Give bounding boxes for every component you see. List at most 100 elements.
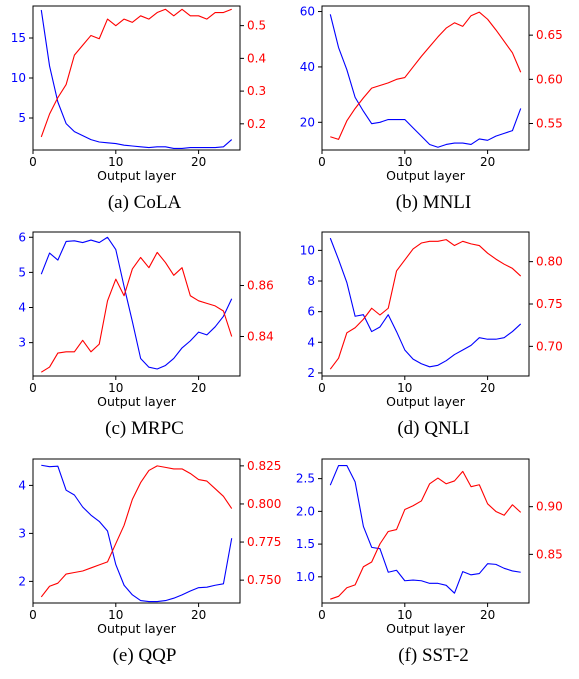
chart-svg: 0 10 20 Output layer 3 4 5 6 0.84 0.86 [18, 230, 274, 409]
x-tick-label: 20 [480, 608, 495, 622]
right-y-tick-label: 0.84 [247, 329, 274, 343]
left-y-tick-label: 10 [300, 243, 315, 257]
left-y-tick-label: 2 [18, 574, 26, 588]
x-tick-label: 20 [191, 155, 206, 169]
left-y-tick-label: 6 [18, 230, 26, 244]
chart-svg: 0 10 20 Output layer 2 3 4 0.750 0.775 0.800 0.825 [18, 458, 281, 636]
right-y-tick-label: 0.750 [247, 573, 281, 587]
right-y-tick-label: 0.86 [247, 279, 274, 293]
right-y-tick-label: 0.3 [247, 84, 266, 98]
plot-frame [321, 5, 530, 151]
left-axis-series-line [329, 14, 522, 148]
plot-frame [32, 5, 241, 151]
left-y-tick-label: 1.5 [296, 537, 315, 551]
x-tick-label: 0 [29, 608, 37, 622]
left-y-tick-label: 2.5 [296, 472, 315, 486]
x-tick-label: 10 [397, 381, 412, 395]
right-y-tick-label: 0.4 [247, 51, 266, 65]
panel-caption: (a) CoLA [107, 192, 182, 213]
x-tick-label: 20 [480, 381, 495, 395]
left-y-tick-label: 5 [18, 265, 26, 279]
panel-caption: (f) SST-2 [398, 645, 469, 666]
chart-svg: 0 10 20 Output layer 20 40 60 0.55 0.60 0.65 [300, 5, 563, 183]
left-y-tick-label: 20 [300, 115, 315, 129]
left-y-tick-label: 8 [307, 274, 315, 288]
x-tick-label: 10 [108, 608, 123, 622]
left-y-tick-label: 60 [300, 5, 315, 19]
x-tick-label: 20 [480, 155, 495, 169]
x-axis-label: Output layer [97, 621, 177, 636]
x-tick-label: 0 [29, 381, 37, 395]
x-tick-label: 0 [318, 155, 326, 169]
left-y-tick-label: 40 [300, 60, 315, 74]
x-axis-label: Output layer [386, 621, 466, 636]
x-tick-label: 0 [318, 381, 326, 395]
right-y-tick-label: 0.65 [536, 28, 563, 42]
panel-caption: (e) QQP [112, 645, 177, 666]
plot-frame [321, 458, 530, 604]
x-axis-label: Output layer [97, 394, 177, 409]
chart-panel-5: 0 10 20 Output layer 2 3 4 0.750 0.775 0.800 0.825… [0, 453, 289, 679]
left-y-tick-label: 15 [11, 31, 26, 45]
panel-caption: (d) QNLI [397, 418, 470, 439]
chart-panel-1: 0 10 20 Output layer 5 10 15 0.2 0.3 0.4 0.5 (a) Co… [0, 0, 289, 226]
right-axis-series-line [40, 465, 233, 598]
chart-panel-2: 0 10 20 Output layer 20 40 60 0.55 0.60 0.65 (b) M… [289, 0, 578, 226]
left-axis-series-line [329, 237, 522, 368]
x-tick-label: 20 [191, 608, 206, 622]
panel-caption: (c) MRPC [105, 418, 184, 439]
left-y-tick-label: 3 [18, 526, 26, 540]
x-tick-label: 10 [397, 608, 412, 622]
x-axis-label: Output layer [97, 168, 177, 183]
left-y-tick-label: 6 [307, 305, 315, 319]
left-axis-series-line [329, 465, 521, 594]
right-axis-series-line [329, 239, 522, 370]
x-tick-label: 10 [108, 155, 123, 169]
left-axis-series-line [40, 9, 233, 149]
left-y-tick-label: 4 [307, 335, 315, 349]
x-axis-label: Output layer [386, 394, 466, 409]
right-axis-series-line [330, 11, 522, 140]
right-axis-series-line [40, 251, 233, 373]
right-y-tick-label: 0.55 [536, 116, 563, 130]
right-y-tick-label: 0.5 [247, 19, 266, 33]
left-y-tick-label: 2 [307, 366, 315, 380]
x-tick-label: 20 [191, 381, 206, 395]
chart-svg: 0 10 20 Output layer 5 10 15 0.2 0.3 0.4 0.5 [11, 5, 266, 183]
left-y-tick-label: 4 [18, 478, 26, 492]
left-y-tick-label: 3 [18, 336, 26, 350]
right-y-tick-label: 0.85 [536, 547, 563, 561]
right-y-tick-label: 0.800 [247, 497, 281, 511]
chart-panel-6: 0 10 20 Output layer 1.0 1.5 2.0 2.5 0.85 0.90 (f)… [289, 453, 578, 679]
left-y-tick-label: 1.0 [296, 570, 315, 584]
chart-panel-3: 0 10 20 Output layer 3 4 5 6 0.84 0.86 (c) MRPC [0, 226, 289, 452]
left-y-tick-label: 5 [18, 111, 26, 125]
x-tick-label: 10 [397, 155, 412, 169]
chart-panel-4: 0 10 20 Output layer 2 4 6 8 10 0.70 0.75 0.80 (d) Q… [289, 226, 578, 452]
panel-caption: (b) MNLI [395, 192, 472, 213]
right-y-tick-label: 0.70 [536, 339, 563, 353]
x-tick-label: 0 [29, 155, 37, 169]
right-axis-series-line [40, 8, 232, 138]
left-axis-series-line [41, 464, 233, 603]
right-y-tick-label: 0.2 [247, 117, 266, 131]
chart-svg: 0 10 20 Output layer 2 4 6 8 10 0.70 0.75 0.80 [300, 231, 563, 409]
left-y-tick-label: 10 [11, 71, 26, 85]
plot-frame [32, 458, 241, 604]
chart-svg: 0 10 20 Output layer 1.0 1.5 2.0 2.5 0.85 0.90 [296, 458, 563, 636]
left-y-tick-label: 4 [18, 301, 26, 315]
plot-frame [32, 231, 241, 377]
plot-frame [321, 231, 530, 377]
left-y-tick-label: 2.0 [296, 504, 315, 518]
left-axis-series-line [40, 236, 233, 370]
right-axis-series-line [330, 470, 522, 600]
right-y-tick-label: 0.75 [536, 297, 563, 311]
right-y-tick-label: 0.775 [247, 535, 281, 549]
right-y-tick-label: 0.825 [247, 459, 281, 473]
x-axis-label: Output layer [386, 168, 466, 183]
right-y-tick-label: 0.90 [536, 500, 563, 514]
right-y-tick-label: 0.60 [536, 72, 563, 86]
x-tick-label: 0 [318, 608, 326, 622]
x-tick-label: 10 [108, 381, 123, 395]
